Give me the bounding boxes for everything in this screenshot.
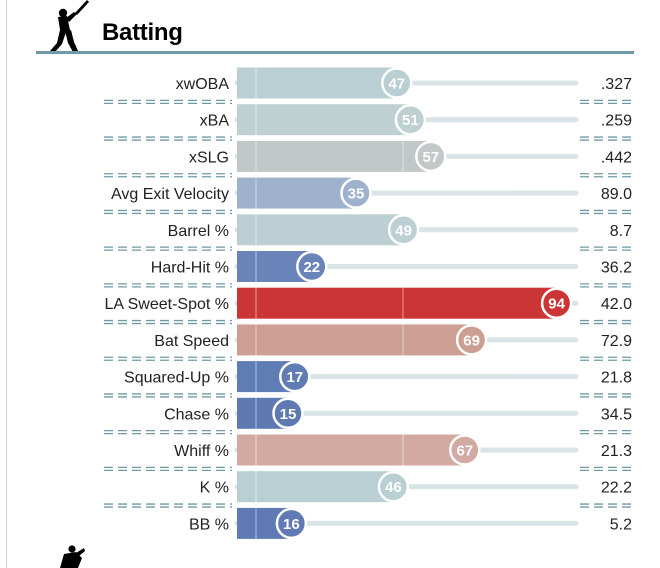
- percentile-marker: [387, 214, 420, 246]
- metric-value: 21.3: [601, 443, 632, 460]
- metric-value: .442: [601, 149, 632, 166]
- metric-label: Chase %: [164, 406, 229, 423]
- batter-silhouette-icon: [50, 0, 89, 52]
- metric-label: xSLG: [189, 149, 229, 166]
- percentile-marker: [540, 287, 573, 319]
- metric-label: LA Sweet-Spot %: [104, 296, 229, 313]
- percentile-label: 22: [303, 259, 320, 276]
- metric-label: xwOBA: [176, 76, 230, 93]
- metric-value: 5.2: [610, 516, 632, 533]
- percentile-marker: [394, 103, 427, 136]
- percentile-marker: [279, 360, 311, 393]
- metric-value: .327: [601, 76, 632, 93]
- percentile-label: 94: [548, 296, 565, 313]
- percentile-bar: [237, 324, 472, 356]
- percentile-label: 15: [280, 406, 297, 423]
- percentile-label: 17: [286, 369, 303, 386]
- percentile-label: 49: [395, 222, 412, 239]
- pitcher-silhouette-icon: [60, 545, 85, 568]
- percentile-label: 57: [422, 149, 439, 166]
- metric-label: Hard-Hit %: [151, 260, 229, 277]
- metric-label: xBA: [200, 113, 230, 130]
- section-header: Batting: [36, 0, 634, 56]
- percentile-bar: [237, 434, 465, 466]
- percentile-marker: [377, 470, 410, 503]
- percentile-bar: [237, 104, 411, 136]
- percentile-bar: [237, 287, 557, 319]
- percentile-marker: [449, 434, 481, 466]
- percentile-label: 69: [463, 332, 480, 349]
- percentile-marker: [381, 67, 413, 99]
- percentile-bar: [237, 177, 356, 209]
- percentile-marker: [415, 140, 447, 173]
- metric-label: K %: [200, 480, 229, 497]
- metric-label: Whiff %: [174, 443, 229, 460]
- left-border: [6, 0, 7, 568]
- percentile-label: 35: [348, 186, 365, 203]
- percentile-marker: [272, 397, 304, 430]
- percentile-marker: [455, 324, 488, 356]
- percentile-bar: [237, 471, 394, 503]
- header-rule: [36, 51, 634, 54]
- metric-value: 36.2: [601, 260, 632, 277]
- metric-value: 34.5: [601, 406, 632, 423]
- metric-value: 89.0: [601, 186, 632, 203]
- percentile-label: 46: [385, 479, 402, 496]
- metric-label: Squared-Up %: [124, 370, 229, 387]
- percentile-marker: [296, 250, 328, 283]
- percentile-label: 51: [402, 112, 419, 129]
- percentile-marker: [275, 507, 308, 540]
- percentile-label: 67: [456, 443, 473, 460]
- metric-value: 22.2: [601, 480, 632, 497]
- percentile-bar: [237, 214, 404, 246]
- section-title: Batting: [102, 19, 183, 46]
- percentile-label: 47: [388, 76, 405, 93]
- metric-value: 42.0: [601, 296, 632, 313]
- metric-value: .259: [601, 113, 632, 130]
- metric-value: 21.8: [601, 370, 632, 387]
- metric-label: Bat Speed: [154, 333, 229, 350]
- percentile-bar: [237, 140, 431, 172]
- percentile-label: 16: [283, 516, 300, 533]
- percentile-marker: [340, 177, 372, 209]
- metric-label: Barrel %: [168, 223, 229, 240]
- metric-value: 8.7: [610, 223, 632, 240]
- percentile-bar: [237, 67, 397, 99]
- metric-value: 72.9: [601, 333, 632, 350]
- metric-label: BB %: [189, 516, 229, 533]
- metric-label: Avg Exit Velocity: [111, 186, 229, 203]
